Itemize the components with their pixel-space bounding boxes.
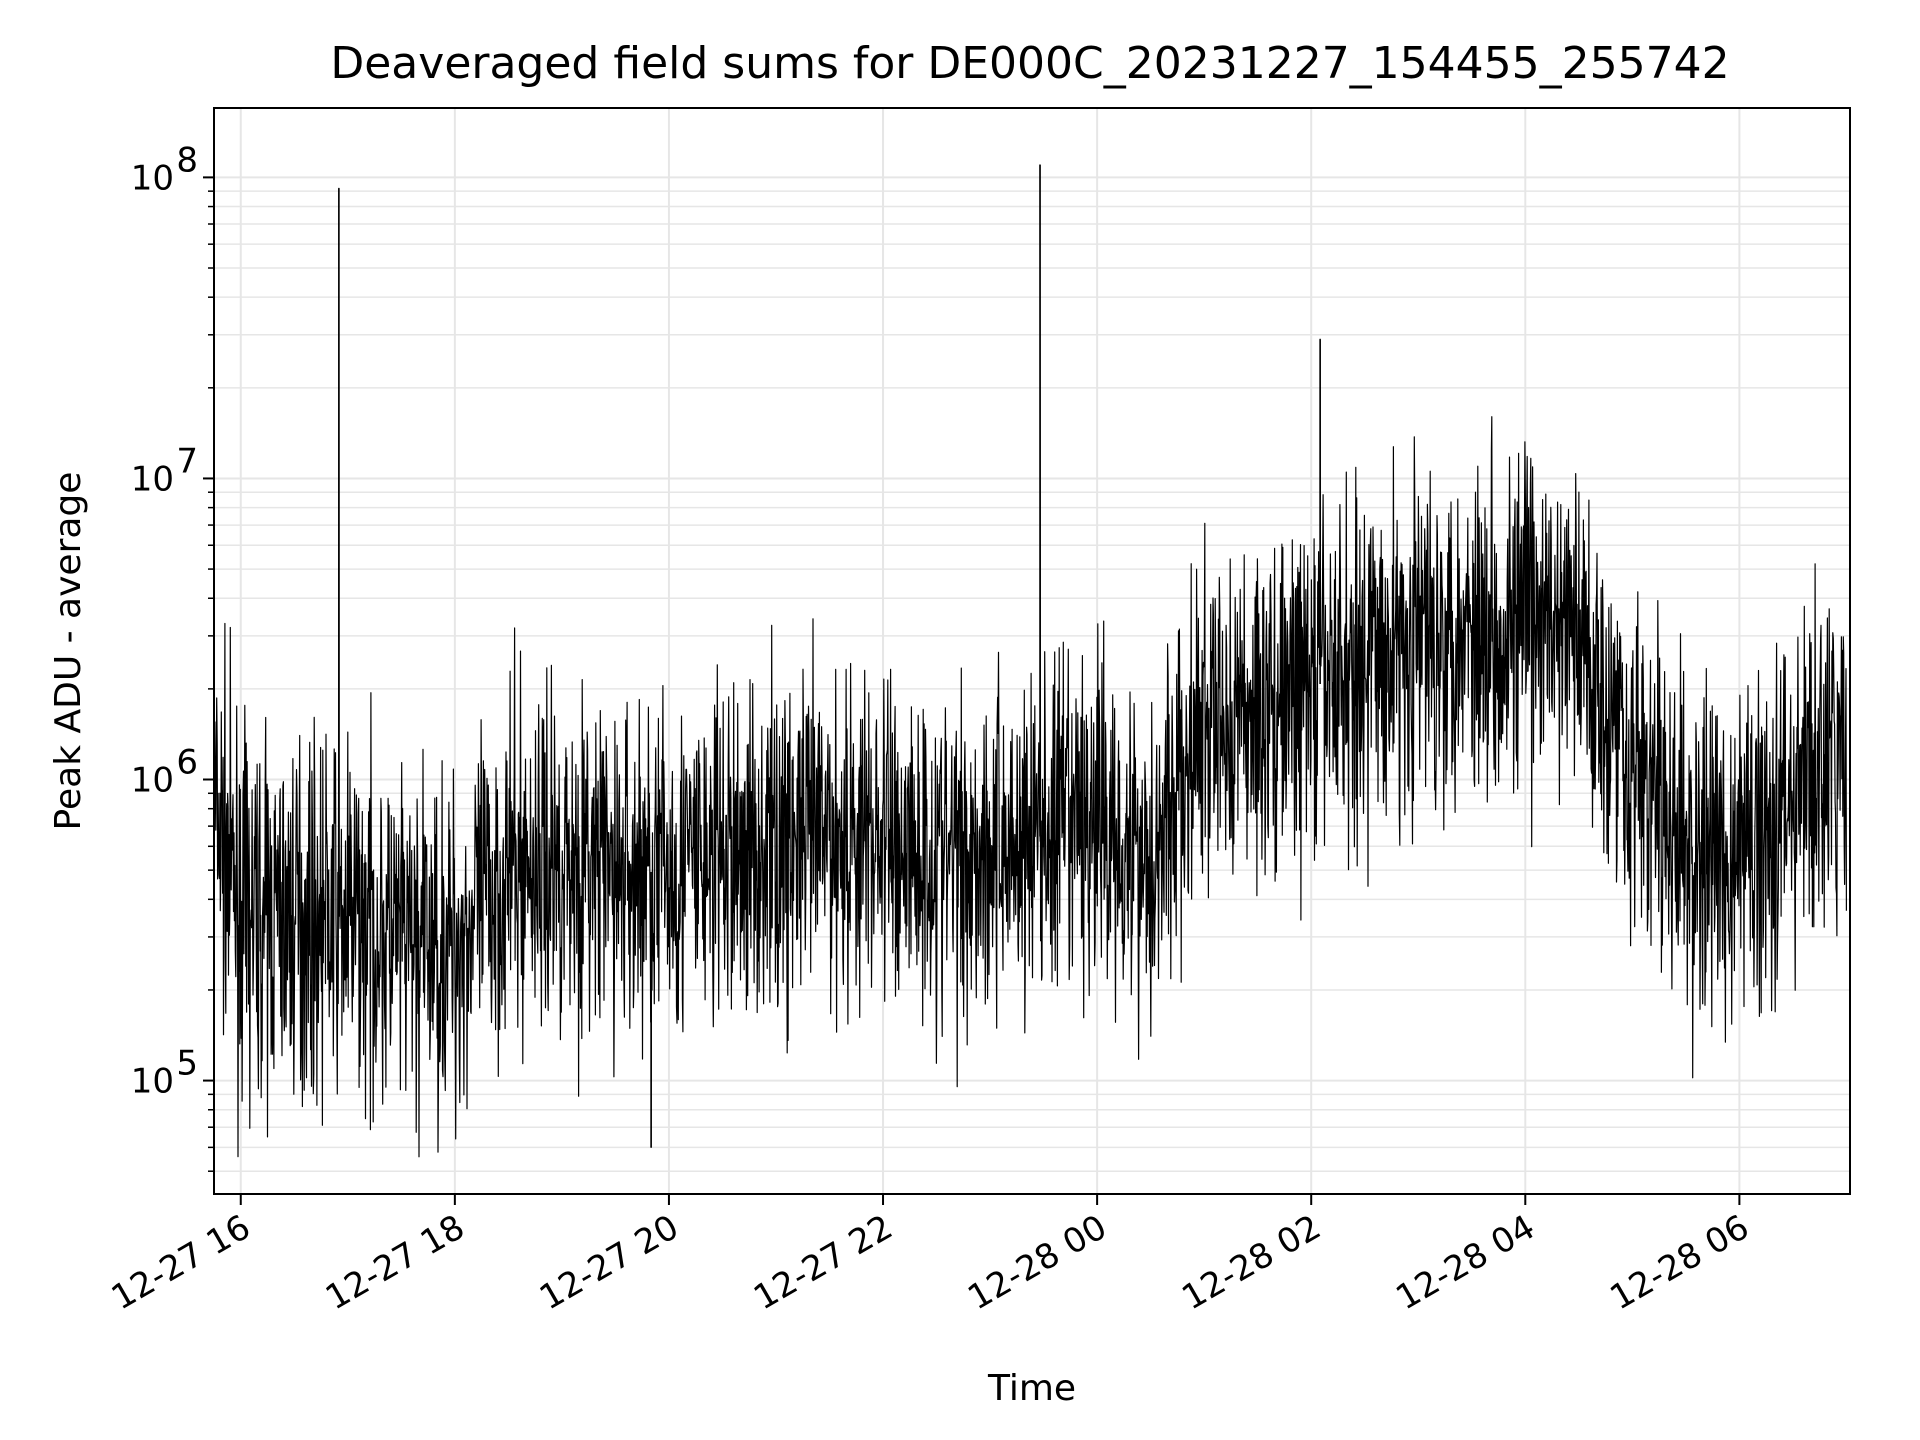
y-tick-label-base: 10: [131, 761, 174, 801]
y-tick-label-exponent: 6: [176, 743, 198, 783]
y-tick-label-base: 10: [131, 158, 174, 198]
y-tick-label-exponent: 8: [176, 140, 198, 180]
x-axis-label: Time: [987, 1368, 1076, 1409]
y-tick-label-base: 10: [131, 1062, 174, 1102]
plot-frame: [213, 107, 1851, 1195]
y-tick-label: 10: [131, 459, 174, 499]
y-tick-label: 10: [131, 761, 174, 801]
y-tick-label: 10: [131, 1062, 174, 1102]
chart-title: Deaveraged field sums for DE000C_2023122…: [330, 38, 1729, 89]
series-line: [213, 164, 1847, 1158]
y-tick-label-base: 10: [131, 459, 174, 499]
y-tick-label-exponent: 5: [176, 1044, 198, 1084]
y-tick-label: 10: [131, 158, 174, 198]
y-axis-label: Peak ADU - average: [48, 472, 89, 831]
y-tick-label-exponent: 7: [176, 441, 198, 481]
series-layer: [213, 164, 1847, 1158]
